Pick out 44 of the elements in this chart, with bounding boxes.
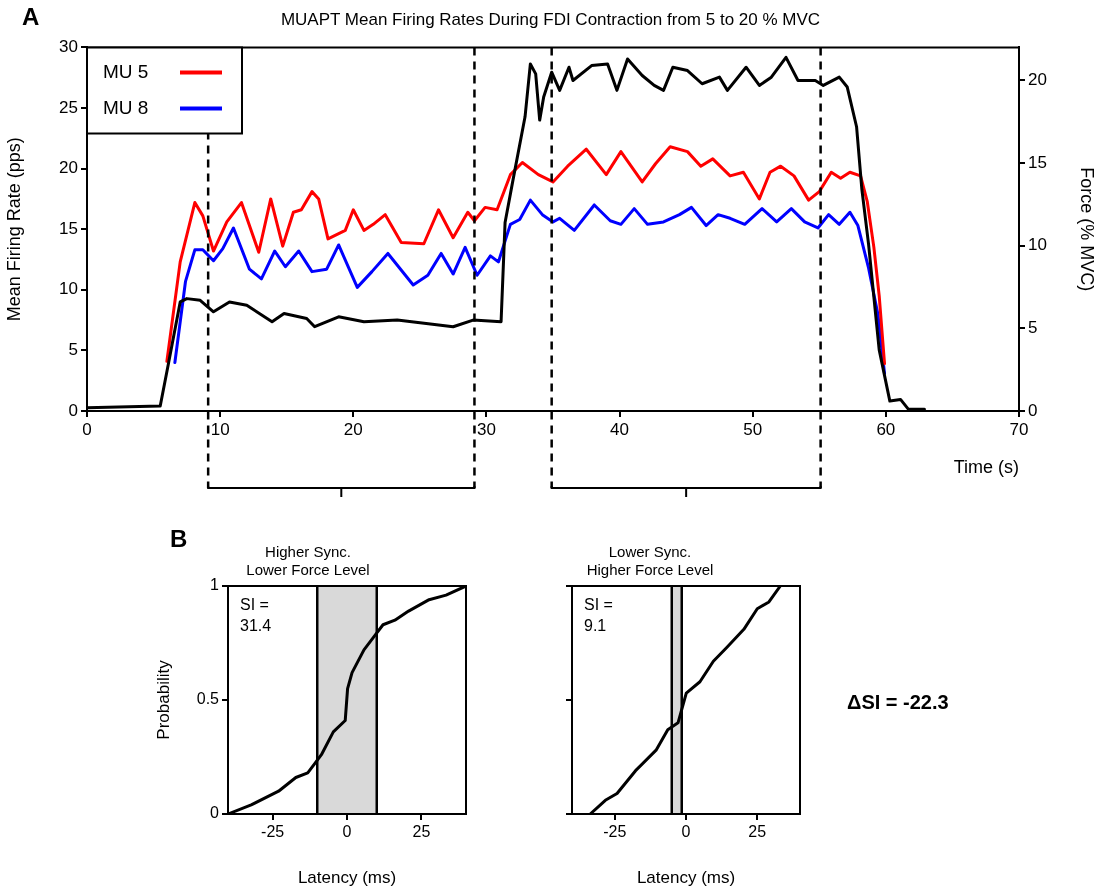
x-tick-label: 0 xyxy=(681,823,691,841)
x-axis-title: Latency (ms) xyxy=(636,868,736,888)
x-tick-label: -25 xyxy=(261,823,285,841)
y-axis-title: Mean Firing Rate (pps) xyxy=(3,137,24,322)
y-tick-label: 15 xyxy=(59,218,78,238)
x-tick-label: 0 xyxy=(82,419,92,439)
chart-title: Higher Sync. Lower Force Level xyxy=(246,543,370,579)
legend-label: MU 8 xyxy=(103,96,149,118)
x-tick-label: 70 xyxy=(1009,419,1029,439)
y-tick-label: 5 xyxy=(68,340,78,360)
y-tick-label: 30 xyxy=(59,37,78,57)
annotation: SI = 31.4 xyxy=(240,595,272,635)
text: ΔSI = -22.3 xyxy=(847,690,949,713)
y-tick-label: 25 xyxy=(59,97,78,117)
y-tick-label: 0.5 xyxy=(196,690,220,708)
legend-label: MU 5 xyxy=(103,60,149,82)
x-axis-title: Latency (ms) xyxy=(297,868,397,888)
text: B xyxy=(170,524,188,552)
y2-tick-label: 10 xyxy=(1028,235,1047,255)
y2-axis-title: Force (% MVC) xyxy=(1077,167,1098,292)
x-tick-label: 0 xyxy=(342,823,352,841)
y-tick-label: 1 xyxy=(210,576,220,594)
y-tick-label: 10 xyxy=(59,279,78,299)
text: A xyxy=(22,2,40,30)
y2-tick-label: 15 xyxy=(1028,152,1047,172)
x-tick-label: 60 xyxy=(876,419,896,439)
annotation: SI = 9.1 xyxy=(584,595,613,635)
x-tick-label: -25 xyxy=(603,823,627,841)
x-tick-label: 25 xyxy=(412,823,431,841)
x-tick-label: 20 xyxy=(343,419,363,439)
x-tick-label: 25 xyxy=(748,823,767,841)
y-tick-label: 20 xyxy=(59,158,78,178)
chart-title: Lower Sync. Higher Force Level xyxy=(586,543,714,579)
y-axis-title: Probability xyxy=(153,659,173,740)
x-tick-label: 30 xyxy=(476,419,496,439)
x-tick-label: 40 xyxy=(610,419,630,439)
y-tick-label: 0 xyxy=(210,804,220,822)
y-tick-label: 0 xyxy=(68,400,78,420)
x-tick-label: 50 xyxy=(743,419,763,439)
y2-tick-label: 0 xyxy=(1028,400,1038,420)
y2-tick-label: 5 xyxy=(1028,318,1038,338)
chart-title: MUAPT Mean Firing Rates During FDI Contraction from 5 to 20 % MVC xyxy=(280,9,821,29)
x-axis-title: Time (s) xyxy=(953,457,1019,478)
y2-tick-label: 20 xyxy=(1028,70,1047,90)
